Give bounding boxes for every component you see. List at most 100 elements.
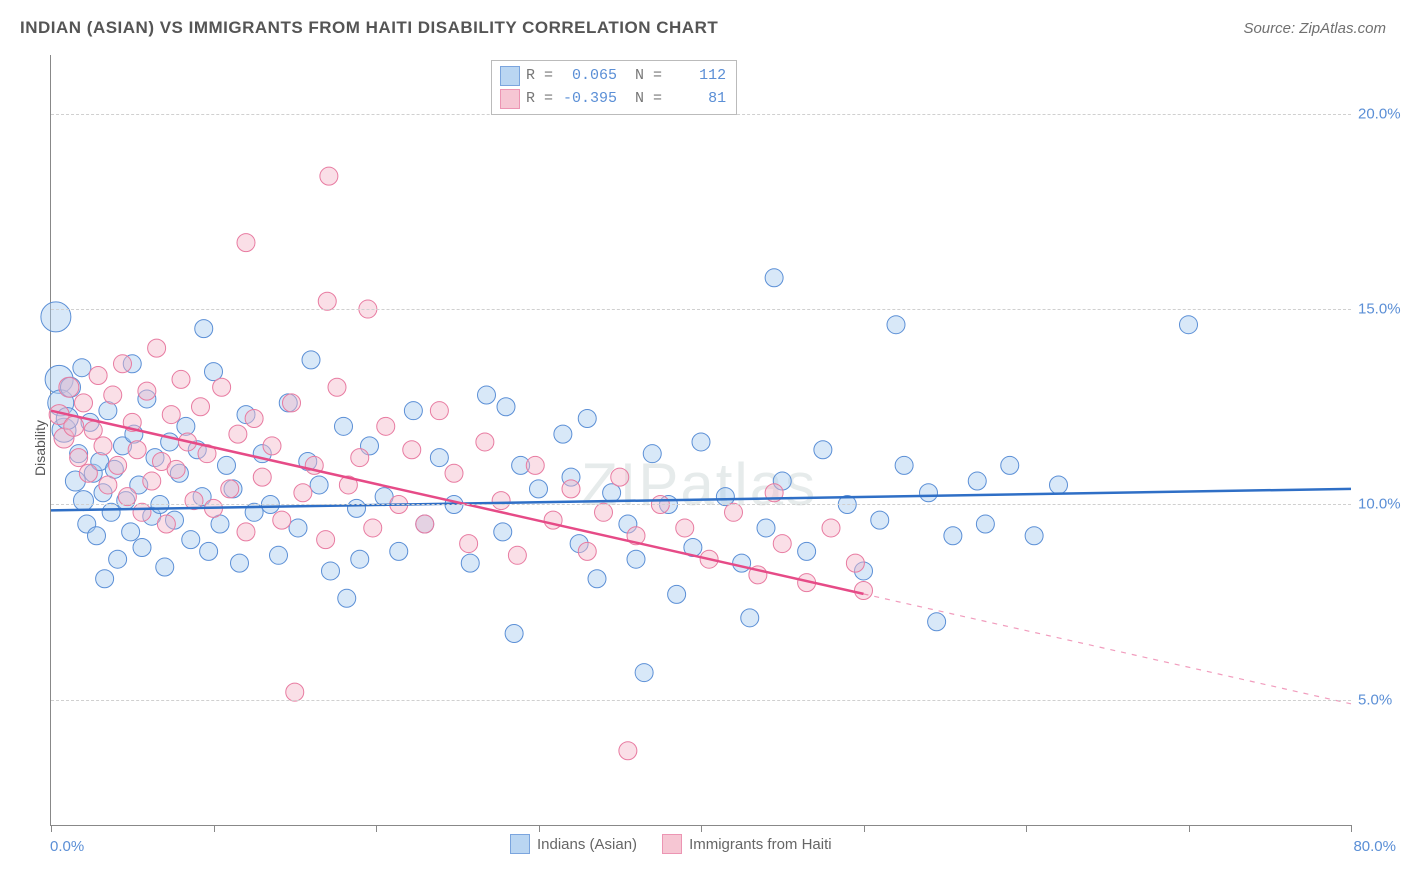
indians-swatch-icon [500, 66, 520, 86]
indians-point [41, 302, 71, 332]
haiti-point [70, 449, 88, 467]
gridline [51, 504, 1351, 505]
indians-point [798, 542, 816, 560]
haiti-point [476, 433, 494, 451]
indians-point [156, 558, 174, 576]
chart-title: INDIAN (ASIAN) VS IMMIGRANTS FROM HAITI … [20, 18, 718, 38]
indians-point [668, 585, 686, 603]
haiti-point [64, 416, 84, 436]
plot-area: R = 0.065 N = 112R = -0.395 N = 81 ZIPat… [50, 55, 1351, 826]
x-tick [1026, 825, 1027, 832]
haiti-point [286, 683, 304, 701]
haiti-point [403, 441, 421, 459]
indians-point [505, 624, 523, 642]
indians-point [968, 472, 986, 490]
haiti-point [351, 449, 369, 467]
stats-legend-text: R = -0.395 N = 81 [526, 88, 726, 111]
haiti-point [167, 460, 185, 478]
indians-point [1001, 456, 1019, 474]
indians-point [635, 664, 653, 682]
x-tick [1189, 825, 1190, 832]
haiti-point [94, 437, 112, 455]
indians-point [887, 316, 905, 334]
indians-point [603, 484, 621, 502]
haiti-point [221, 480, 239, 498]
x-axis-end-label: 80.0% [1353, 838, 1396, 855]
indians-point [205, 363, 223, 381]
indians-point [96, 570, 114, 588]
indians-point [497, 398, 515, 416]
indians-point [182, 531, 200, 549]
indians-point [88, 527, 106, 545]
haiti-point [508, 546, 526, 564]
indians-point [1025, 527, 1043, 545]
indians-point [627, 550, 645, 568]
haiti-point [283, 394, 301, 412]
indians-swatch-icon [510, 834, 530, 854]
indians-point [310, 476, 328, 494]
indians-point [643, 445, 661, 463]
haiti-point [430, 402, 448, 420]
legend-label: Immigrants from Haiti [689, 836, 832, 853]
haiti-point [229, 425, 247, 443]
indians-point [338, 589, 356, 607]
indians-point [73, 359, 91, 377]
indians-point [195, 320, 213, 338]
indians-point [716, 488, 734, 506]
indians-point [1050, 476, 1068, 494]
indians-point [871, 511, 889, 529]
indians-point [404, 402, 422, 420]
indians-point [302, 351, 320, 369]
haiti-point [317, 531, 335, 549]
haiti-point [128, 441, 146, 459]
indians-point [270, 546, 288, 564]
indians-point [335, 417, 353, 435]
haiti-trendline-extrapolated [864, 594, 1352, 704]
indians-point [74, 491, 94, 511]
indians-point [122, 523, 140, 541]
indians-point [478, 386, 496, 404]
indians-point [692, 433, 710, 451]
indians-point [494, 523, 512, 541]
indians-point [461, 554, 479, 572]
indians-point [102, 503, 120, 521]
indians-point [133, 538, 151, 556]
haiti-point [294, 484, 312, 502]
indians-point [928, 613, 946, 631]
haiti-point [526, 456, 544, 474]
haiti-point [460, 535, 478, 553]
haiti-point [578, 542, 596, 560]
haiti-point [273, 511, 291, 529]
indians-point [976, 515, 994, 533]
haiti-point [855, 581, 873, 599]
haiti-point [595, 503, 613, 521]
haiti-point [237, 523, 255, 541]
indians-point [1180, 316, 1198, 334]
haiti-point [104, 386, 122, 404]
x-tick [376, 825, 377, 832]
haiti-point [676, 519, 694, 537]
stats-legend-text: R = 0.065 N = 112 [526, 65, 726, 88]
legend-item-indians: Indians (Asian) [510, 834, 637, 854]
indians-point [757, 519, 775, 537]
haiti-point [263, 437, 281, 455]
haiti-point [377, 417, 395, 435]
legend-label: Indians (Asian) [537, 836, 637, 853]
haiti-point [213, 378, 231, 396]
haiti-point [245, 410, 263, 428]
indians-point [920, 484, 938, 502]
x-tick [701, 825, 702, 832]
haiti-point [611, 468, 629, 486]
source-label: Source: ZipAtlas.com [1243, 20, 1386, 37]
x-tick [51, 825, 52, 832]
indians-point [814, 441, 832, 459]
haiti-point [318, 292, 336, 310]
y-tick-label: 20.0% [1358, 105, 1406, 122]
indians-point [578, 410, 596, 428]
indians-point [289, 519, 307, 537]
indians-point [895, 456, 913, 474]
haiti-point [143, 472, 161, 490]
haiti-point [138, 382, 156, 400]
y-tick-label: 15.0% [1358, 301, 1406, 318]
haiti-point [59, 377, 79, 397]
